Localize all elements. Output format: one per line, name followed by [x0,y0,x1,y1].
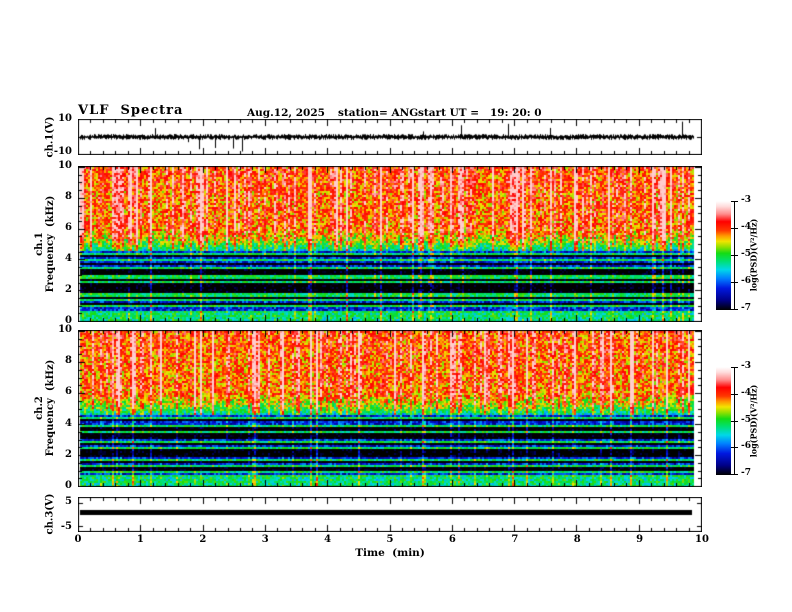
colorbar-tick [731,474,738,475]
date-label: Aug.12, 2025 [247,107,325,119]
colorbar-tick-label: -5 [741,249,751,259]
colorbar-tick [731,447,738,448]
colorbar-tick [731,282,738,283]
x-tick-label: 7 [511,534,519,545]
colorbar-tick-label: -3 [741,195,751,205]
x-tick-label: 2 [199,534,207,545]
x-tick-label: 6 [448,534,456,545]
colorbar-ch1 [716,201,731,310]
x-tick-label: 0 [74,534,82,545]
x-tick-label: 10 [695,534,709,545]
ch2-spec-ytick-label: 2 [65,448,72,460]
colorbar-tick [731,228,738,229]
colorbar-tick [731,394,738,395]
ch1-wave-ytick-label: -10 [53,146,72,157]
colorbar-tick [731,421,738,422]
ch1-waveform-panel [78,119,702,155]
x-tick-label: 4 [324,534,332,545]
ch2-spec-ytick-label: 10 [58,324,72,335]
x-tick-label: 9 [636,534,644,545]
ch1-spec-ytick-label: 0 [65,315,72,326]
station-label: station= ANG [338,107,419,119]
colorbar-tick [731,201,738,202]
plot-title: VLF Spectra [78,103,184,118]
time-axis-label: Time (min) [355,547,425,559]
colorbar-tick-label: -4 [741,387,751,398]
colorbar-tick [731,309,738,310]
x-tick-label: 3 [261,534,269,545]
ch1-spec-ytick-label: 4 [65,253,72,264]
ch1-spec-ytick-label: 8 [65,191,72,202]
x-tick-label: 8 [573,534,581,545]
x-tick-label: 5 [386,534,394,545]
colorbar-tick-label: -5 [741,414,751,425]
ch3-ytick-label: -5 [60,521,72,532]
ch3-ytick-label: 5 [65,496,72,507]
colorbar-tick [731,367,738,368]
ch1-wave-ytick-label: 10 [58,113,72,124]
colorbar-tick-label: -7 [741,468,751,478]
ch2-spec-ytick-label: 8 [65,355,72,367]
ch2-spec-ytick-label: 0 [65,480,72,491]
ch1-spec-ytick-label: 6 [65,222,72,233]
ch2-spectrogram-panel [78,330,702,487]
colorbar-ch2 [716,367,731,475]
ch2-spec-ytick-label: 6 [65,386,72,398]
colorbar-tick-label: -4 [741,222,751,232]
colorbar-tick-label: -3 [741,361,751,371]
colorbar-tick-label: -7 [741,303,751,313]
ch1-spectrogram-panel [78,166,702,322]
ch1-spec-ytick-label: 2 [65,284,72,295]
start-ut-label: start UT = 19: 20: 0 [418,107,542,119]
colorbar-tick [731,255,738,256]
ch3-waveform-panel [78,497,702,532]
x-tick-label: 1 [136,534,144,545]
colorbar-tick-label: -6 [741,276,751,286]
ch1-spec-ytick-label: 10 [58,160,72,171]
colorbar-tick-label: -6 [741,441,751,452]
ch2-spec-ytick-label: 4 [65,417,72,429]
